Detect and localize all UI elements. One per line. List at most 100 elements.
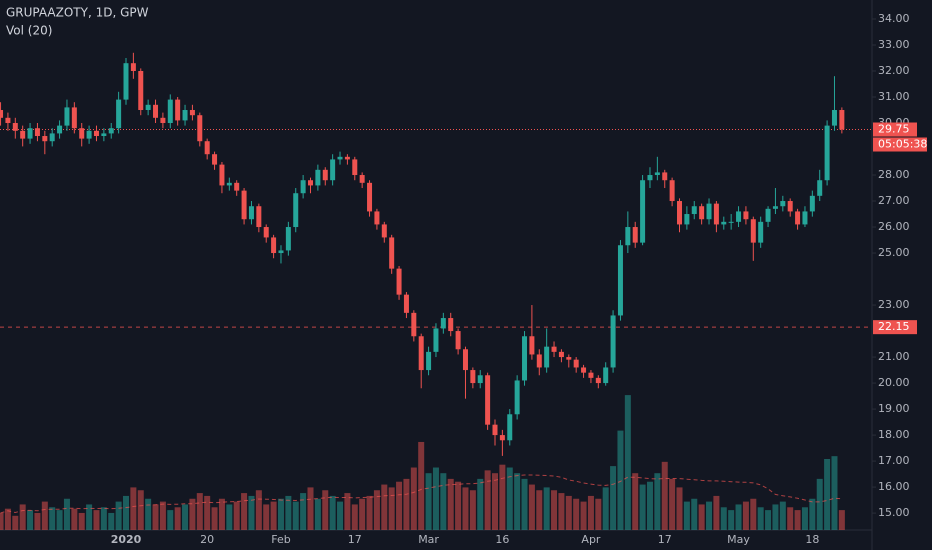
- candle-body: [64, 107, 70, 126]
- volume-bar: [314, 498, 321, 530]
- candle-body: [116, 99, 122, 129]
- x-tick-label: 20: [200, 533, 214, 546]
- volume-bar: [580, 501, 587, 530]
- candle-body: [337, 156, 343, 160]
- candle-body: [403, 294, 409, 313]
- volume-bar: [632, 473, 639, 530]
- candle-body: [189, 110, 195, 116]
- candle-body: [101, 133, 107, 137]
- candle-body: [5, 117, 11, 124]
- y-tick-label: 31.00: [878, 90, 910, 103]
- volume-bar: [551, 490, 558, 530]
- y-tick-label: 16.00: [878, 480, 910, 493]
- y-tick-label: 18.00: [878, 428, 910, 441]
- volume-bar: [263, 504, 270, 530]
- candle-body: [485, 375, 491, 425]
- candle-body: [308, 180, 313, 186]
- volume-bar: [750, 498, 757, 530]
- volume-bar: [425, 473, 432, 530]
- candle-body: [263, 227, 269, 238]
- volume-bar: [34, 512, 41, 530]
- candle-body: [448, 318, 454, 332]
- countdown-tag: [873, 137, 927, 152]
- candle-body: [581, 367, 587, 373]
- volume-bar: [137, 490, 144, 530]
- candle-body: [499, 435, 505, 441]
- countdown-label: 05:05:38: [878, 138, 927, 151]
- candle-body: [529, 336, 535, 355]
- y-tick-label: 34.00: [878, 12, 910, 25]
- volume-bar: [720, 507, 727, 530]
- candle-body: [219, 164, 225, 186]
- candle-body: [330, 159, 336, 181]
- volume-bar: [388, 487, 395, 530]
- volume-bar: [809, 498, 816, 530]
- candle-body: [750, 219, 756, 243]
- candle-body: [743, 211, 749, 220]
- volume-bar: [204, 495, 211, 530]
- volume-bar: [610, 466, 617, 530]
- candle-body: [514, 380, 520, 415]
- volume-bar: [4, 508, 11, 530]
- candle-body: [182, 110, 188, 121]
- volume-bar: [115, 501, 122, 530]
- volume-bar: [373, 490, 380, 530]
- volume-bar: [654, 473, 661, 530]
- volume-bar: [469, 490, 476, 530]
- volume-bar: [742, 501, 749, 530]
- volume-pane: [0, 395, 845, 530]
- volume-bar: [794, 510, 801, 530]
- volume-bar: [196, 493, 203, 530]
- volume-bar: [41, 501, 48, 530]
- candle-body: [160, 117, 166, 124]
- volume-bar: [661, 461, 668, 530]
- candle-body: [278, 250, 284, 254]
- candle-body: [130, 63, 136, 71]
- volume-bar: [27, 510, 34, 530]
- candle-body: [123, 63, 129, 100]
- volume-bar: [78, 512, 85, 530]
- x-tick-label: 18: [805, 533, 819, 546]
- x-tick-label: Mar: [418, 533, 439, 546]
- volume-bar: [86, 504, 93, 530]
- candle-body: [226, 182, 232, 186]
- candle-body: [736, 211, 742, 222]
- candle-body: [42, 136, 48, 142]
- candle-body: [772, 206, 778, 209]
- symbol-title: GRUPAAZOTY, 1D, GPW: [6, 6, 149, 20]
- candle-body: [93, 130, 99, 137]
- volume-bar: [587, 495, 594, 530]
- candle-body: [204, 141, 210, 155]
- candle-body: [632, 227, 638, 243]
- candle-body: [551, 346, 557, 352]
- volume-bar: [432, 467, 439, 530]
- volume-bar: [189, 498, 196, 530]
- candle-body: [795, 211, 801, 225]
- volume-bar: [366, 495, 373, 530]
- y-tick-label: 25.00: [878, 246, 910, 259]
- candle-body: [20, 130, 26, 139]
- candle-body: [381, 224, 387, 238]
- volume-bar: [565, 495, 572, 530]
- volume-bar: [167, 510, 174, 530]
- candle-body: [455, 331, 461, 350]
- volume-bar: [816, 478, 823, 530]
- candle-body: [440, 318, 446, 329]
- candle-body: [175, 99, 181, 121]
- volume-bar: [329, 495, 336, 530]
- volume-bar: [521, 478, 528, 530]
- candle-body: [86, 130, 92, 139]
- candle-body: [544, 346, 550, 368]
- volume-bar: [728, 510, 735, 530]
- x-tick-label: 17: [658, 533, 672, 546]
- volume-bar: [418, 441, 425, 530]
- volume-bar: [123, 495, 129, 530]
- candle-body: [780, 201, 786, 207]
- candle-body: [79, 128, 85, 139]
- candle-body: [470, 370, 476, 384]
- volume-bar: [801, 507, 808, 530]
- volume-bar: [322, 490, 329, 530]
- volume-bar: [484, 470, 491, 530]
